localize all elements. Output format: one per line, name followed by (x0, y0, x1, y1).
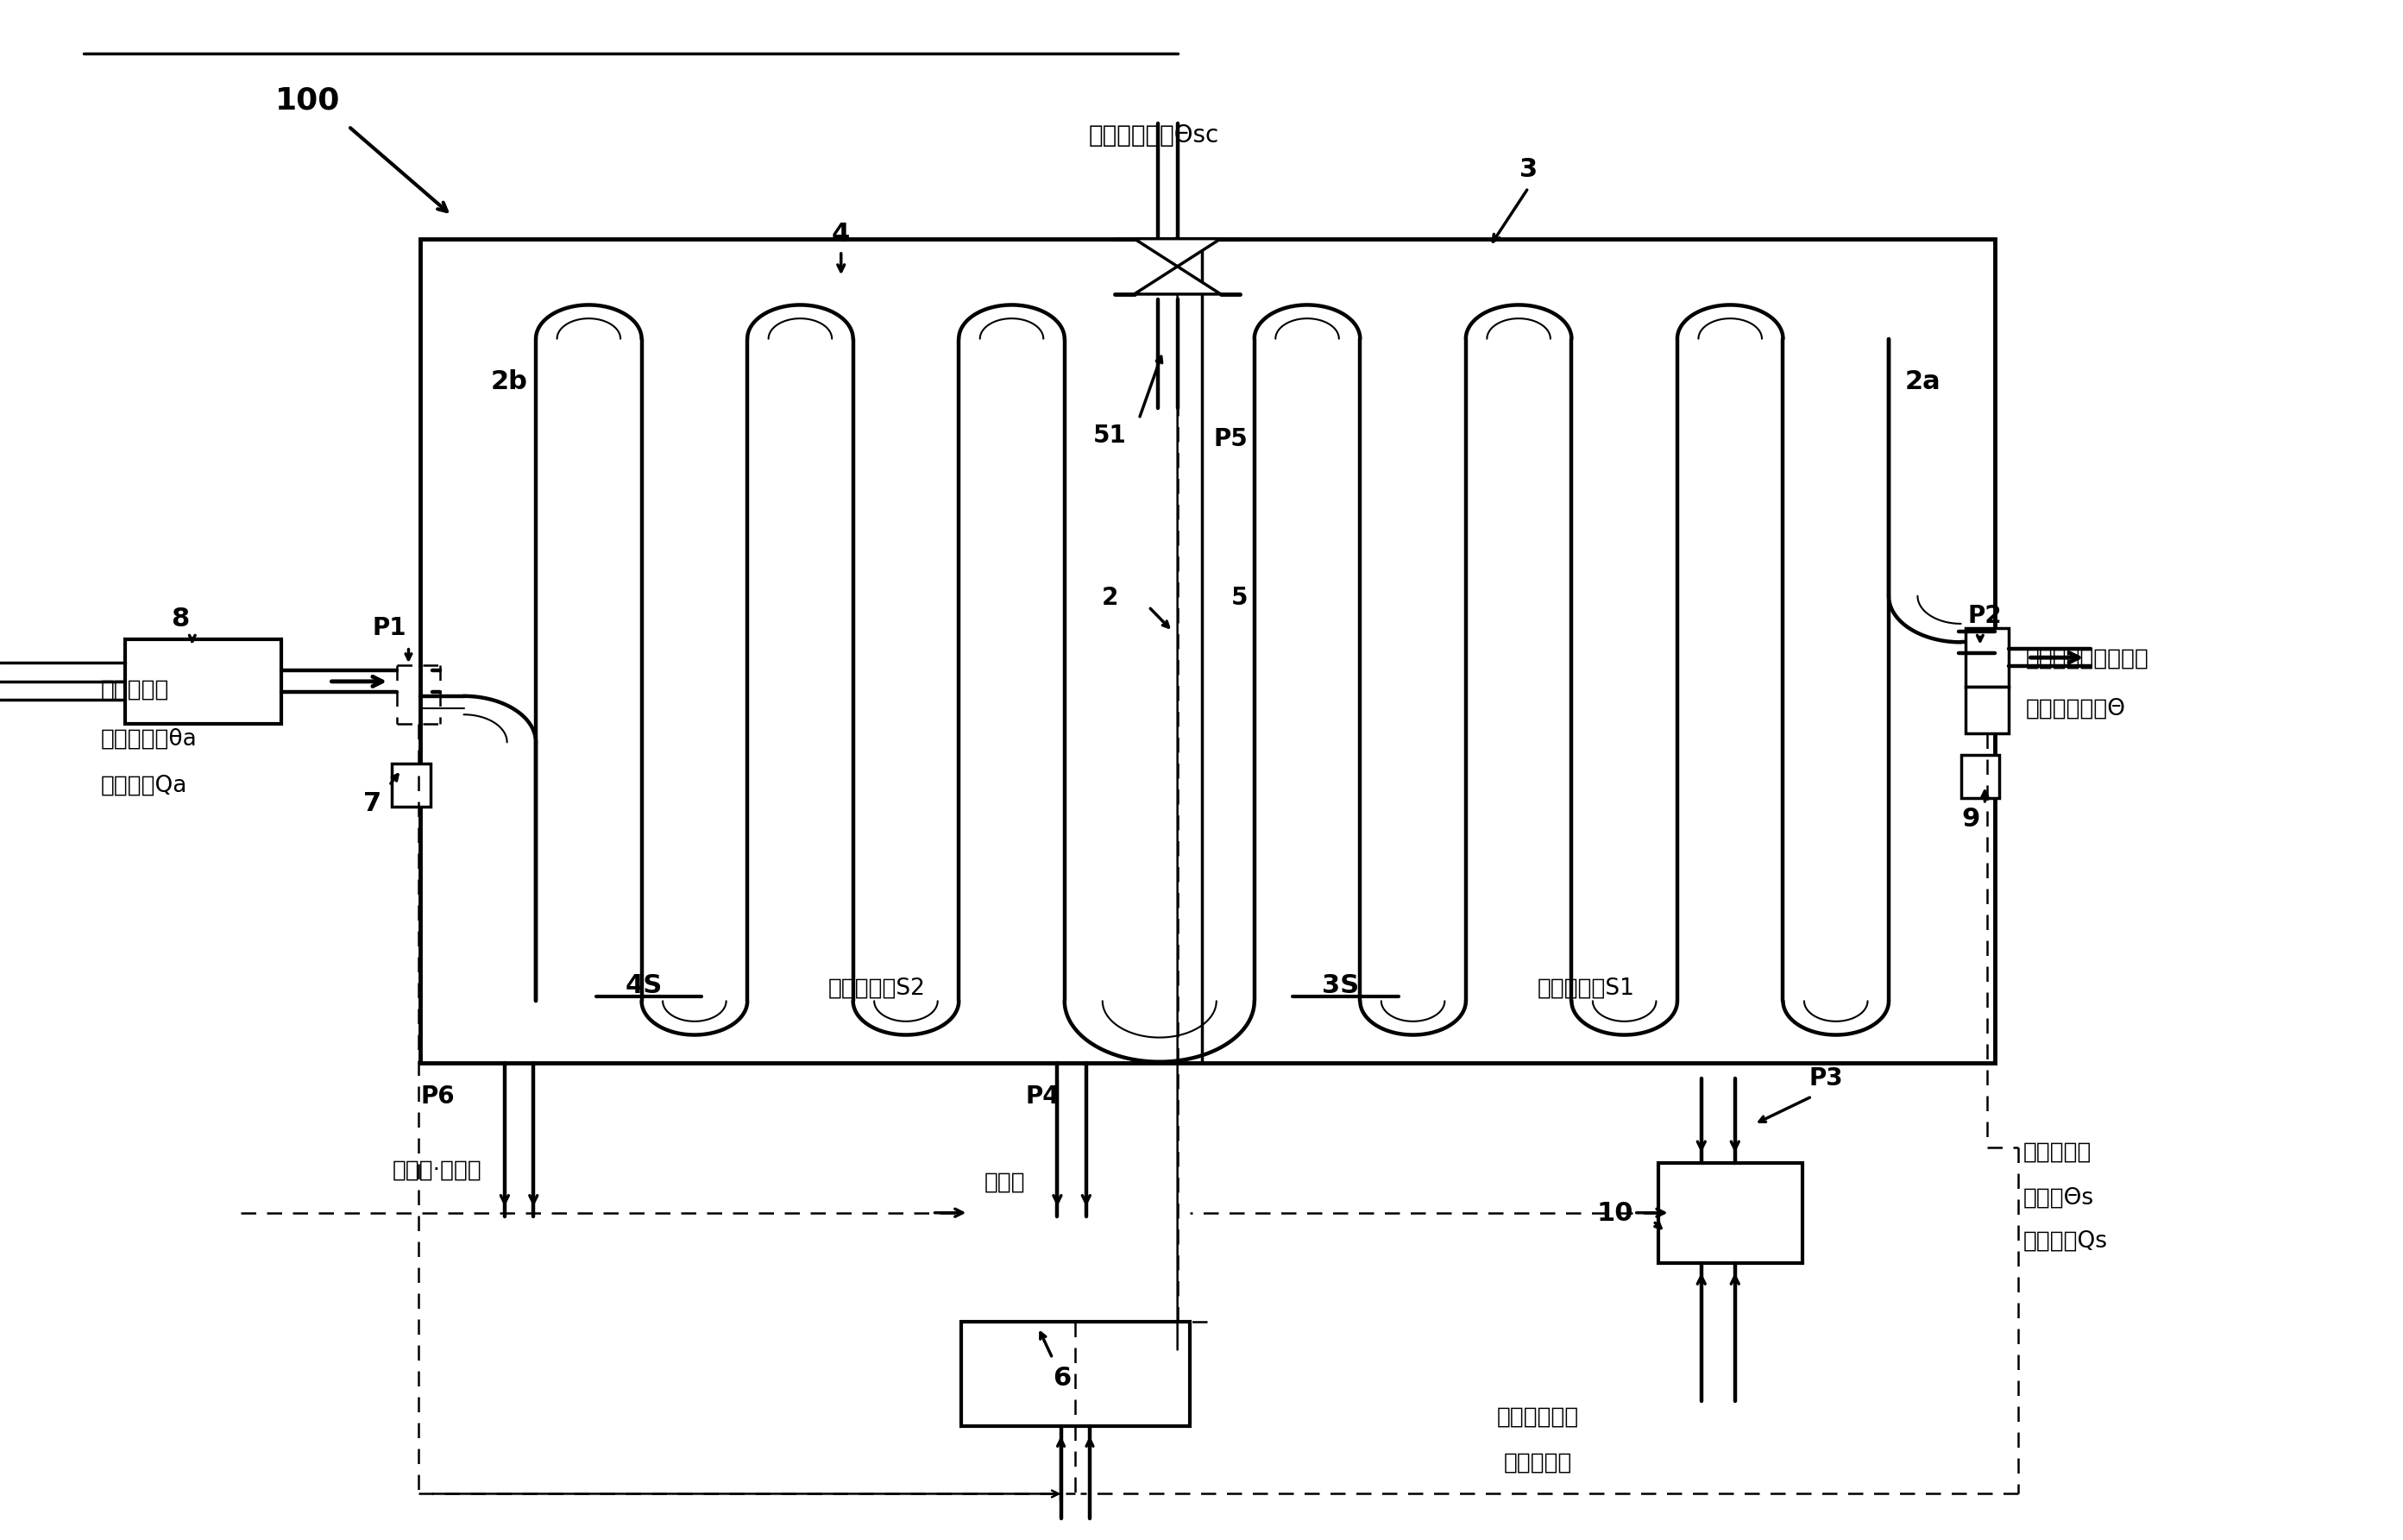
Text: （已利用的）: （已利用的） (1497, 1406, 1579, 1428)
Text: 4S: 4S (625, 973, 663, 998)
Text: 流入温度：θa: 流入温度：θa (101, 728, 197, 750)
Text: 9: 9 (1961, 807, 1980, 832)
Text: P4: P4 (1026, 1084, 1060, 1109)
Text: 2a: 2a (1906, 370, 1939, 394)
Text: 过热水蒸气: 过热水蒸气 (1504, 1452, 1572, 1474)
Bar (1966, 628, 2009, 687)
Text: 8: 8 (171, 607, 190, 631)
Bar (1961, 755, 1999, 798)
Text: P1: P1 (372, 616, 406, 641)
Text: 温度控制值：Θ: 温度控制值：Θ (2026, 698, 2127, 719)
Text: 51: 51 (1093, 424, 1127, 448)
Text: P3: P3 (1809, 1066, 1843, 1090)
Text: P2: P2 (1968, 604, 2002, 628)
Text: 水蒸气温度：Θsc: 水蒸气温度：Θsc (1089, 123, 1218, 148)
Bar (392, 764, 430, 807)
Bar (421, 239, 1994, 1063)
Text: P6: P6 (421, 1084, 454, 1109)
Text: 加热后的被加热流体: 加热后的被加热流体 (2026, 648, 2148, 670)
Text: 被加热流体: 被加热流体 (101, 679, 171, 701)
Text: 2b: 2b (490, 370, 529, 394)
Text: 2: 2 (1103, 585, 1117, 610)
Text: P5: P5 (1214, 427, 1247, 451)
Text: 5: 5 (1230, 585, 1250, 610)
Bar (961, 1321, 1189, 1426)
Text: 热交换面积S1: 热交换面积S1 (1538, 978, 1634, 999)
Bar (1658, 1163, 1802, 1263)
Polygon shape (1134, 266, 1221, 294)
Text: 100: 100 (274, 85, 341, 116)
Text: 冷凝水: 冷凝水 (983, 1172, 1026, 1194)
Text: 过热水蒸气: 过热水蒸气 (2023, 1141, 2093, 1163)
Text: 4: 4 (831, 222, 851, 246)
Text: 温度：Θs: 温度：Θs (2023, 1187, 2093, 1209)
Text: 10: 10 (1596, 1201, 1634, 1226)
Polygon shape (1134, 239, 1221, 266)
Bar (125, 639, 281, 724)
Text: 热交换面积S2: 热交换面积S2 (829, 978, 925, 999)
Text: 3S: 3S (1322, 973, 1360, 998)
Text: 6: 6 (1053, 1366, 1072, 1391)
Text: 输入量：Qs: 输入量：Qs (2023, 1230, 2107, 1252)
Text: 流入量：Qa: 流入量：Qa (101, 775, 187, 796)
Text: 水蒸气·冷凝水: 水蒸气·冷凝水 (392, 1160, 483, 1181)
Bar (1966, 687, 2009, 733)
Text: 3: 3 (1519, 157, 1538, 182)
Text: 7: 7 (363, 792, 382, 816)
